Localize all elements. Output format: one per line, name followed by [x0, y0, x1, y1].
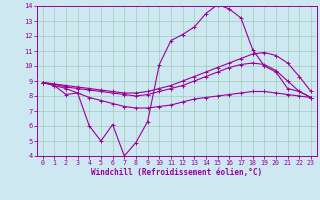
X-axis label: Windchill (Refroidissement éolien,°C): Windchill (Refroidissement éolien,°C): [91, 168, 262, 177]
